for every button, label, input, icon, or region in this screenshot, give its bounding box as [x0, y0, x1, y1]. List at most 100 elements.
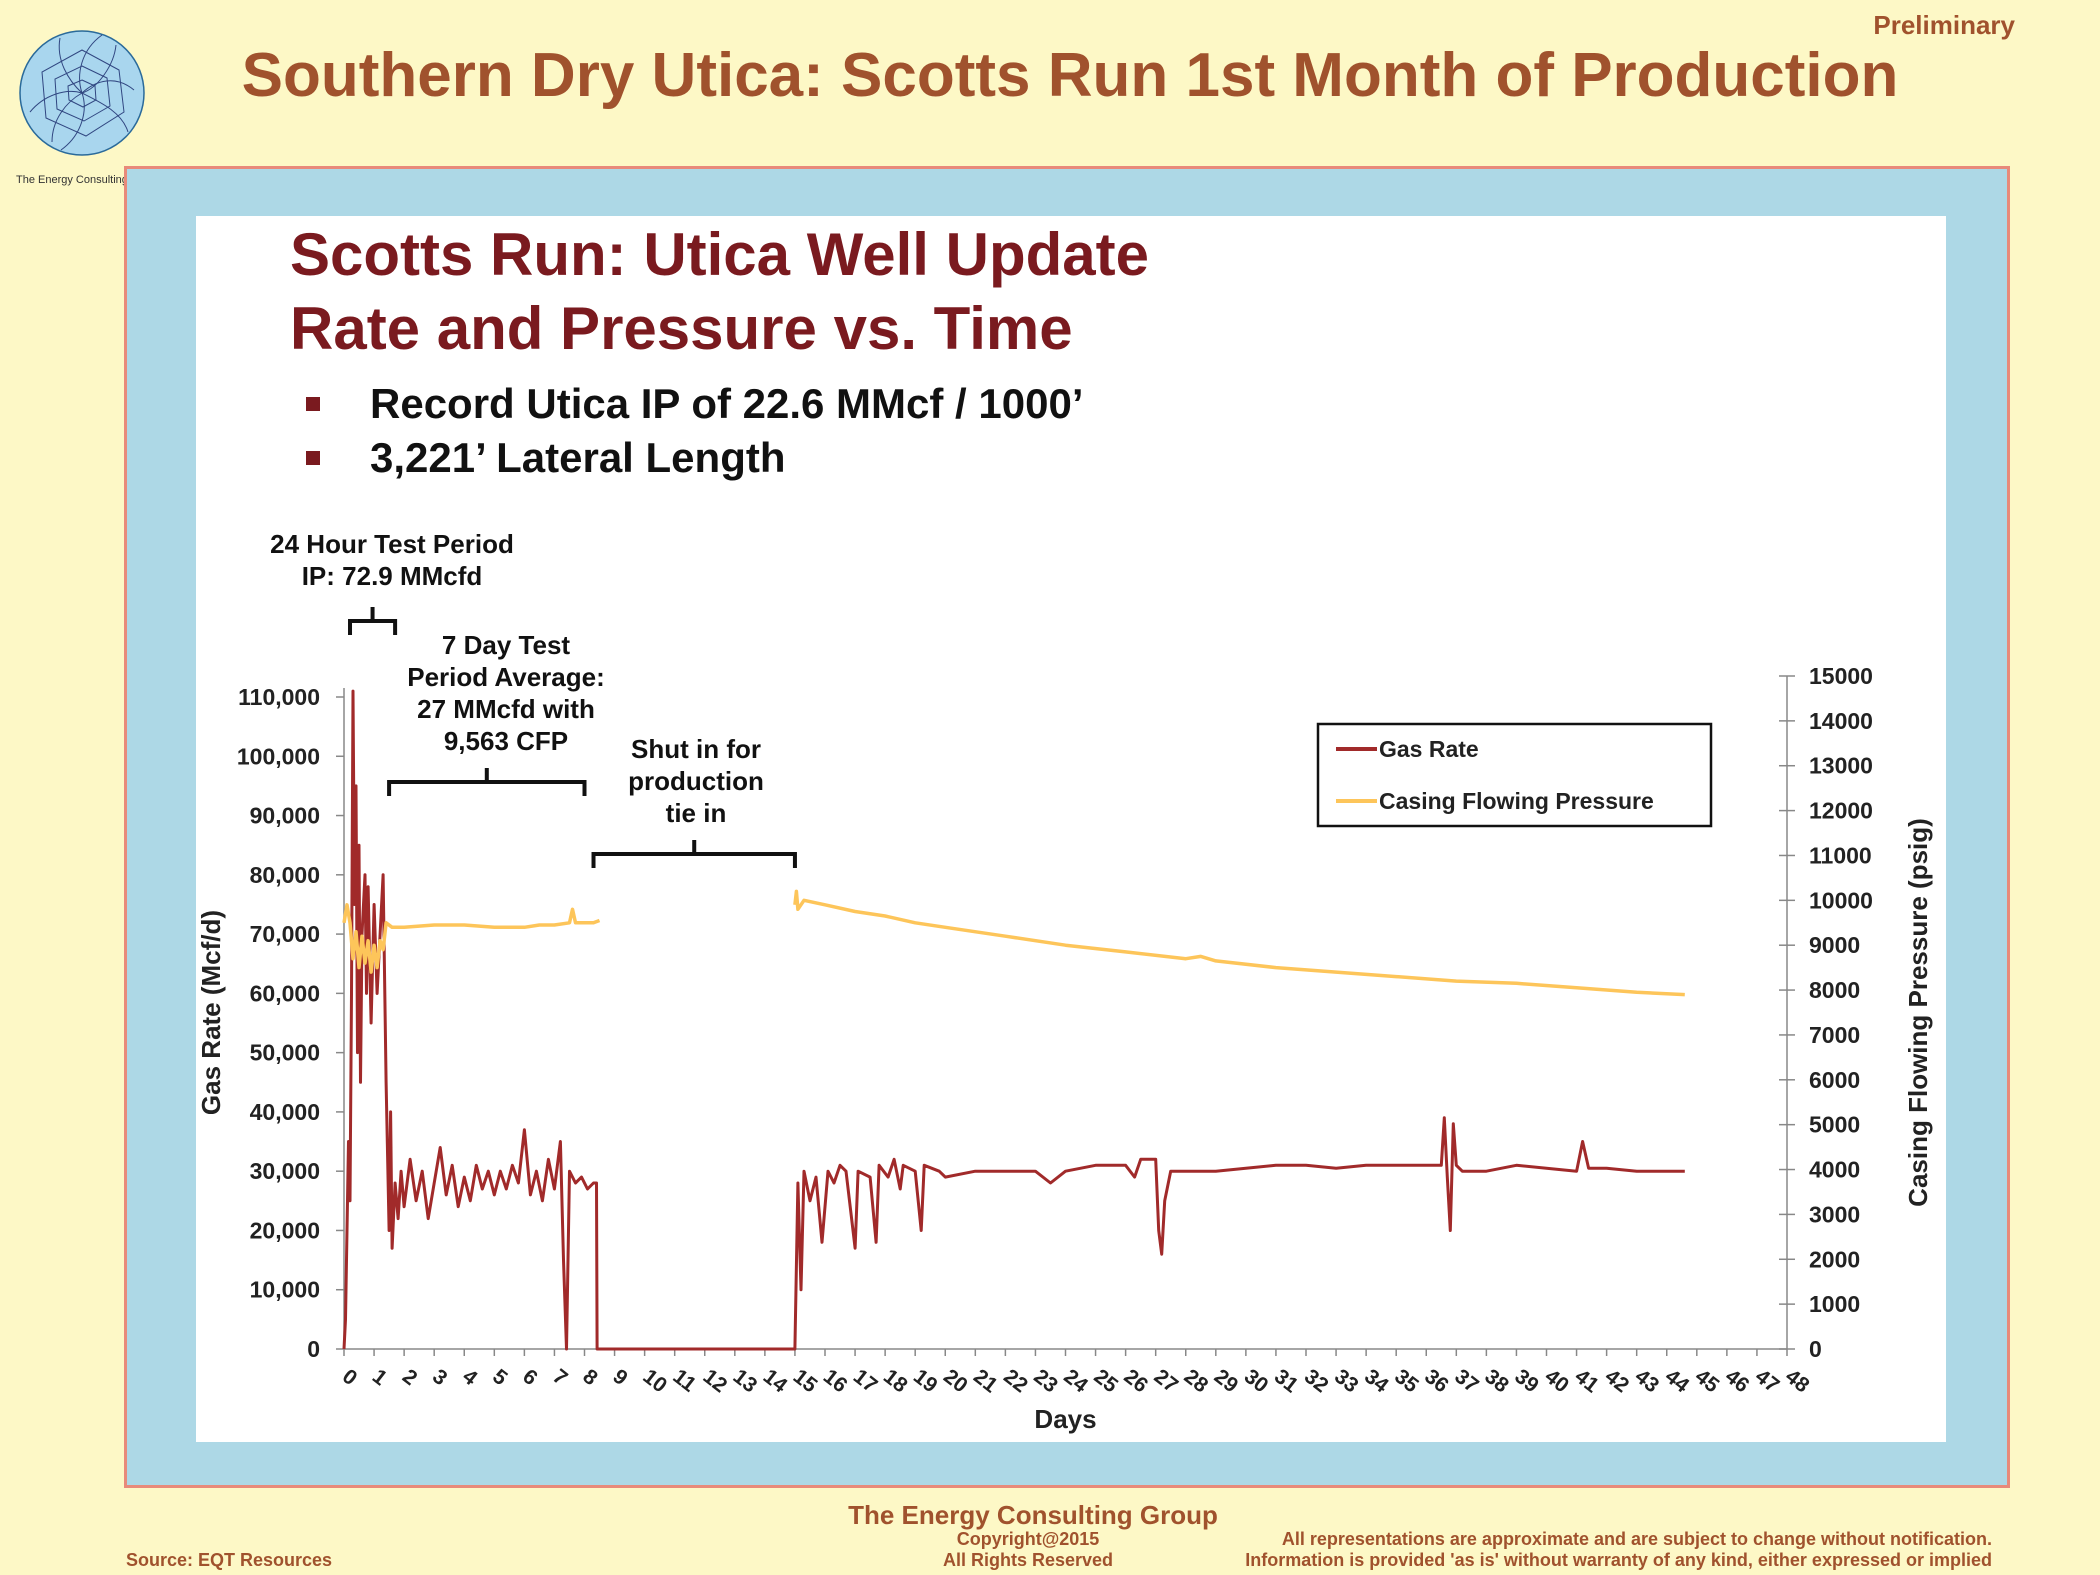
x-tick-label: 45 — [1691, 1365, 1724, 1398]
x-tick-label: 17 — [849, 1365, 882, 1398]
annotation-text: tie in — [666, 798, 727, 828]
x-tick-label: 23 — [1029, 1365, 1062, 1398]
y2-tick-label: 8000 — [1809, 977, 1860, 1003]
y-axis-label: Gas Rate (Mcf/d) — [196, 910, 226, 1115]
series-line-pressure-b — [793, 889, 1685, 997]
y-tick-label: 20,000 — [250, 1217, 320, 1243]
x-tick-label: 40 — [1540, 1365, 1573, 1398]
x-tick-label: 5 — [488, 1365, 512, 1391]
series-line-pressure-a — [342, 903, 601, 974]
annotation-text: 9,563 CFP — [444, 726, 568, 756]
chart-subtitle: Rate and Pressure vs. Time — [290, 295, 1073, 362]
y2-tick-label: 3000 — [1809, 1201, 1860, 1227]
y2-tick-label: 11000 — [1809, 842, 1872, 868]
annotation-bracket — [387, 768, 587, 796]
x-tick-label: 24 — [1059, 1365, 1092, 1398]
x-tick-label: 36 — [1420, 1365, 1453, 1398]
y-tick-label: 100,000 — [237, 743, 320, 769]
y2-axis-label: Casing Flowing Pressure (psig) — [1903, 818, 1933, 1207]
x-tick-label: 37 — [1450, 1365, 1483, 1398]
x-tick-label: 20 — [939, 1365, 972, 1398]
chart-panel: Scotts Run: Utica Well Update Rate and Pr… — [196, 216, 1946, 1442]
x-tick-label: 18 — [879, 1365, 912, 1398]
x-tick-label: 34 — [1360, 1365, 1393, 1398]
chart: Scotts Run: Utica Well Update Rate and Pr… — [196, 221, 1933, 1434]
y2-tick-label: 6000 — [1809, 1067, 1860, 1093]
x-tick-label: 35 — [1390, 1365, 1423, 1398]
y2-tick-label: 13000 — [1809, 753, 1873, 779]
y2-tick-label: 15000 — [1809, 663, 1873, 689]
x-tick-label: 29 — [1210, 1365, 1243, 1398]
y2-tick-label: 4000 — [1809, 1157, 1860, 1183]
annotation-text: 24 Hour Test Period — [270, 529, 514, 559]
y2-tick-label: 10000 — [1809, 887, 1873, 913]
x-tick-label: 12 — [699, 1365, 732, 1398]
footer-disclaimer-line1: All representations are approximate and … — [1281, 1529, 1992, 1549]
legend-label-gas-rate: Gas Rate — [1379, 736, 1479, 762]
y-tick-label: 50,000 — [250, 1040, 320, 1066]
bullet-square-icon — [306, 397, 320, 411]
x-tick-label: 8 — [578, 1365, 602, 1391]
x-tick-label: 7 — [548, 1365, 571, 1390]
y-tick-label: 30,000 — [250, 1158, 320, 1184]
x-tick-label: 9 — [608, 1365, 631, 1390]
annotation-bracket — [348, 607, 398, 635]
x-tick-label: 3 — [428, 1365, 451, 1390]
y-tick-label: 40,000 — [250, 1099, 320, 1125]
preliminary-label: Preliminary — [1873, 10, 2015, 40]
footer-copyright: Copyright@2015 All Rights Reserved — [0, 1529, 2056, 1571]
y2-tick-label: 12000 — [1809, 798, 1873, 824]
y2-tick-label: 5000 — [1809, 1112, 1860, 1138]
series-line-gas-rate — [342, 689, 1685, 1351]
x-tick-label: 38 — [1480, 1365, 1513, 1398]
y-tick-label: 110,000 — [238, 684, 320, 710]
x-tick-label: 28 — [1180, 1365, 1213, 1398]
x-tick-label: 4 — [458, 1365, 482, 1391]
annotation-text: production — [628, 766, 764, 796]
x-tick-label: 33 — [1330, 1365, 1363, 1398]
x-tick-label: 26 — [1120, 1365, 1153, 1398]
x-tick-label: 19 — [909, 1365, 942, 1398]
x-tick-label: 42 — [1601, 1365, 1634, 1398]
x-tick-label: 43 — [1631, 1365, 1664, 1398]
bullet-text: 3,221’ Lateral Length — [370, 434, 786, 481]
y2-tick-label: 1000 — [1809, 1291, 1860, 1317]
y-tick-label: 60,000 — [250, 980, 320, 1006]
x-tick-label: 13 — [729, 1365, 762, 1398]
y2-tick-label: 9000 — [1809, 932, 1860, 958]
x-tick-label: 0 — [338, 1365, 361, 1390]
annotation-text: 27 MMcfd with — [417, 694, 595, 724]
x-tick-label: 46 — [1721, 1365, 1754, 1398]
x-tick-label: 11 — [669, 1365, 701, 1397]
x-tick-label: 27 — [1150, 1365, 1183, 1398]
logo-spiral-icon — [19, 30, 145, 156]
x-tick-label: 16 — [819, 1365, 852, 1398]
y-tick-label: 0 — [307, 1336, 320, 1362]
annotation-text: IP: 72.9 MMcfd — [302, 561, 483, 591]
y2-tick-label: 14000 — [1809, 708, 1873, 734]
x-tick-label: 1 — [368, 1365, 392, 1391]
y-tick-label: 90,000 — [250, 803, 320, 829]
x-tick-label: 44 — [1661, 1365, 1694, 1398]
x-tick-label: 31 — [1270, 1365, 1303, 1398]
footer-disclaimer-line2: Information is provided 'as is' without … — [1245, 1550, 1992, 1570]
x-tick-label: 25 — [1089, 1365, 1122, 1398]
annotation-bracket — [591, 840, 797, 868]
x-tick-label: 14 — [759, 1365, 792, 1398]
x-tick-label: 22 — [999, 1365, 1032, 1398]
footer-copyright-line2: All Rights Reserved — [942, 1550, 1114, 1570]
footer-copyright-line1: Copyright@2015 — [956, 1529, 1100, 1549]
y-tick-label: 80,000 — [250, 862, 320, 888]
chart-title: Scotts Run: Utica Well Update — [290, 221, 1149, 288]
footer-org: The Energy Consulting Group — [848, 1500, 1218, 1530]
legend-label-pressure: Casing Flowing Pressure — [1379, 788, 1654, 814]
x-tick-label: 2 — [398, 1365, 421, 1390]
x-tick-label: 41 — [1570, 1365, 1603, 1398]
x-tick-label: 47 — [1751, 1365, 1784, 1398]
annotation-text: Shut in for — [631, 734, 761, 764]
bullet-square-icon — [306, 451, 320, 465]
y-tick-label: 70,000 — [250, 921, 320, 947]
y2-tick-label: 0 — [1809, 1336, 1822, 1362]
x-tick-label: 48 — [1781, 1365, 1814, 1398]
x-tick-label: 10 — [639, 1365, 672, 1398]
